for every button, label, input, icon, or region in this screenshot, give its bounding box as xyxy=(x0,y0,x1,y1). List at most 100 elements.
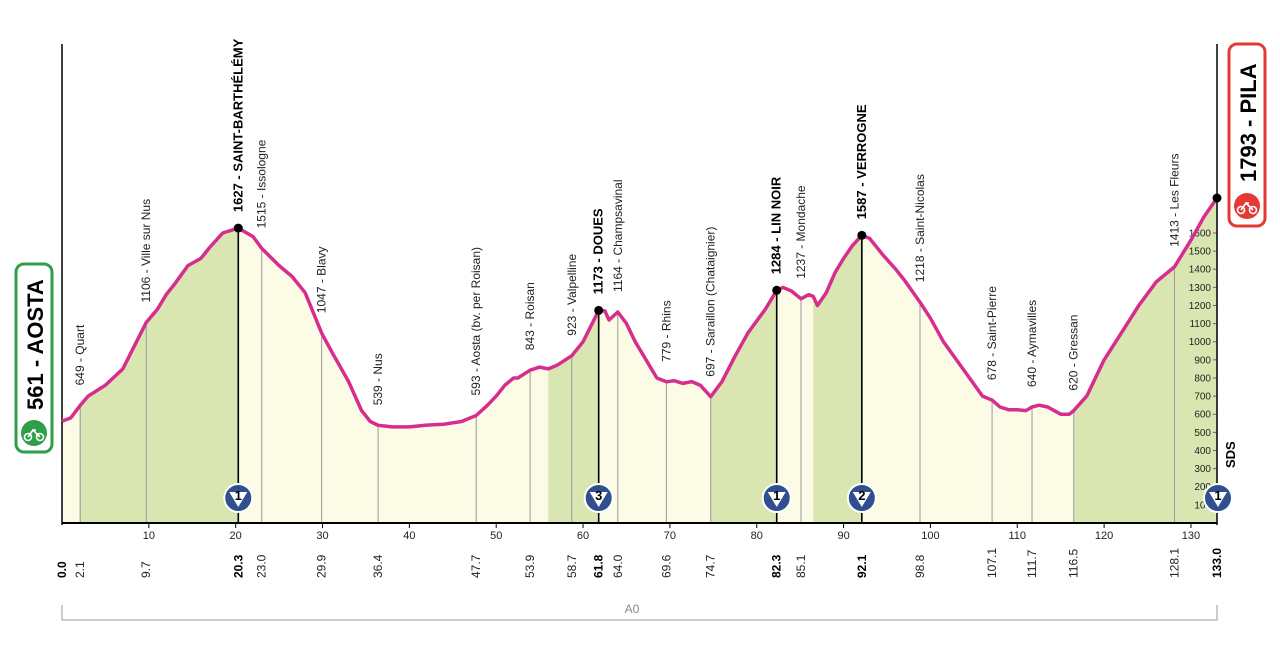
x-tick-label: 110 xyxy=(1008,530,1026,542)
km-label: 53.9 xyxy=(523,554,537,578)
gpm-triangle-icon xyxy=(229,492,248,507)
y-tick-label: 900 xyxy=(1194,355,1211,366)
km-label: 2.1 xyxy=(73,561,87,578)
gpm-category-label: 1 xyxy=(773,488,780,503)
location-label: 1164 - Champsavinal xyxy=(611,179,625,292)
location-label: 843 - Roisan xyxy=(523,282,537,350)
axes-layer: 1002003004005006007008009001000110012001… xyxy=(61,44,1218,542)
km-label: 107.1 xyxy=(985,548,999,578)
finish-badge: 1793 - PILA xyxy=(1227,42,1267,228)
km-label: 64.0 xyxy=(611,554,625,578)
gpm-triangle-icon xyxy=(589,492,608,507)
km-label: 0.0 xyxy=(55,561,69,578)
start-badge: 561 - AOSTA xyxy=(14,262,54,454)
km-label: 98.8 xyxy=(913,554,927,578)
gpm-triangle-icon xyxy=(767,492,786,507)
km-label: 82.3 xyxy=(770,554,784,578)
y-tick-label: 500 xyxy=(1194,428,1211,439)
y-tick-label: 1000 xyxy=(1189,337,1212,348)
y-tick-label: 1600 xyxy=(1189,228,1212,239)
finish-label: 1793 - PILA xyxy=(1236,63,1261,182)
location-label: 593 - Aosta (bv. per Roisan) xyxy=(469,247,483,396)
location-label: 1284 - LIN NOIR xyxy=(769,176,784,274)
x-tick-label: 130 xyxy=(1182,530,1200,542)
km-label: 29.9 xyxy=(315,554,329,578)
location-label: 923 - Valpelline xyxy=(565,254,579,336)
km-label: 20.3 xyxy=(231,554,245,578)
gpm-triangle-icon xyxy=(852,492,871,507)
x-tick-label: 100 xyxy=(921,530,939,542)
x-tick-label: 90 xyxy=(837,530,849,542)
y-tick-label: 600 xyxy=(1194,410,1211,421)
climb-zone-fill-1 xyxy=(79,228,239,523)
start-bike-glyph xyxy=(23,428,45,442)
y-tick-label: 300 xyxy=(1194,464,1211,475)
profile-area-fill xyxy=(62,198,1217,523)
summit-dot xyxy=(233,223,243,233)
location-lines-layer xyxy=(79,228,1175,523)
location-label: 1587 - VERROGNE xyxy=(854,104,869,219)
gpm-category-label: 2 xyxy=(858,488,865,503)
km-label: 111.7 xyxy=(1025,549,1039,578)
x-tick-label: 30 xyxy=(316,530,328,542)
gpm-category-label: 1 xyxy=(235,488,242,503)
summit-dot xyxy=(772,285,782,295)
finish-dot xyxy=(1212,193,1222,203)
location-label: 539 - Nus xyxy=(371,353,385,405)
km-label: 128.1 xyxy=(1167,548,1181,578)
gpm-category-label: 1 xyxy=(1214,488,1221,503)
x-tick-label: 80 xyxy=(751,530,763,542)
y-tick-label: 800 xyxy=(1194,373,1211,384)
a0-bracket: A0 xyxy=(61,602,1218,621)
y-tick-label: 700 xyxy=(1194,392,1211,403)
x-tick-label: 20 xyxy=(230,530,242,542)
y-tick-label: 1500 xyxy=(1189,247,1212,258)
km-label: 69.6 xyxy=(659,554,673,578)
climb-zone-fill-5 xyxy=(1073,198,1217,523)
sds-label: SDS xyxy=(1223,441,1238,468)
location-label: 640 - Aymavilles xyxy=(1025,300,1039,387)
location-label: 1106 - Ville sur Nus xyxy=(139,199,153,303)
y-tick-label: 400 xyxy=(1194,446,1211,457)
y-tick-label: 1300 xyxy=(1189,283,1212,294)
x-tick-label: 120 xyxy=(1095,530,1113,542)
y-tick-label: 1400 xyxy=(1189,265,1212,276)
location-label: 649 - Quart xyxy=(73,324,87,385)
start-label: 561 - AOSTA xyxy=(23,279,48,410)
a0-label: A0 xyxy=(625,602,640,616)
location-label: 620 - Gressan xyxy=(1067,315,1081,391)
location-label: 1515 - Issologne xyxy=(255,139,269,228)
location-label: 1047 - Blavy xyxy=(315,246,329,313)
location-label: 1218 - Saint-Nicolas xyxy=(913,174,927,282)
x-tick-label: 40 xyxy=(403,530,415,542)
km-label: 47.7 xyxy=(469,554,483,578)
location-label: 697 - Saraillon (Chataignier) xyxy=(704,227,718,377)
x-tick-label: 60 xyxy=(577,530,589,542)
location-label: 678 - Saint-Pierre xyxy=(985,286,999,380)
km-label: 85.1 xyxy=(794,554,808,578)
y-tick-label: 1200 xyxy=(1189,301,1212,312)
gpm-category-label: 3 xyxy=(595,488,602,503)
x-tick-label: 50 xyxy=(490,530,502,542)
profile-line-layer xyxy=(61,197,1219,429)
finish-bike-glyph xyxy=(1236,201,1258,215)
finish-bike-icon xyxy=(1234,193,1260,219)
y-tick-label: 1100 xyxy=(1189,319,1211,330)
km-label: 116.5 xyxy=(1067,549,1081,578)
location-label: 779 - Rhins xyxy=(659,300,673,361)
x-tick-label: 10 xyxy=(143,530,155,542)
climb-zone-fill-3 xyxy=(710,290,777,523)
km-label: 92.1 xyxy=(855,554,869,578)
km-label: 9.7 xyxy=(139,561,153,578)
km-label: 133.0 xyxy=(1210,548,1224,578)
start-bike-icon xyxy=(21,420,47,446)
km-label: 36.4 xyxy=(371,554,385,578)
km-label: 23.0 xyxy=(255,554,269,578)
profile-line xyxy=(61,197,1219,429)
km-label: 58.7 xyxy=(565,554,579,578)
location-labels-layer: 0.0 2.1 649 - Quart 9.7 1106 - Ville sur Nus… xyxy=(55,38,1233,578)
y-tick-label: 100 xyxy=(1194,500,1211,511)
gpm-triangle-icon xyxy=(1209,492,1227,507)
x-tick-label: 70 xyxy=(664,530,676,542)
